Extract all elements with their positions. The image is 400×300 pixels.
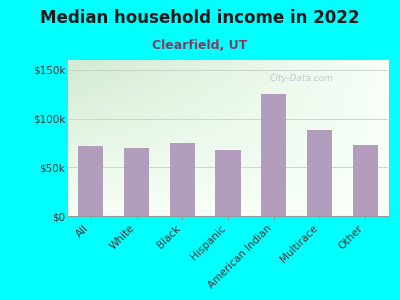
Bar — [261, 94, 286, 216]
Bar — [78, 146, 104, 216]
Bar — [124, 148, 149, 216]
Bar — [216, 150, 240, 216]
Text: City-Data.com: City-Data.com — [270, 74, 334, 83]
Bar — [352, 145, 378, 216]
Text: Median household income in 2022: Median household income in 2022 — [40, 9, 360, 27]
Bar — [170, 143, 195, 216]
Bar — [307, 130, 332, 216]
Text: Clearfield, UT: Clearfield, UT — [152, 39, 248, 52]
